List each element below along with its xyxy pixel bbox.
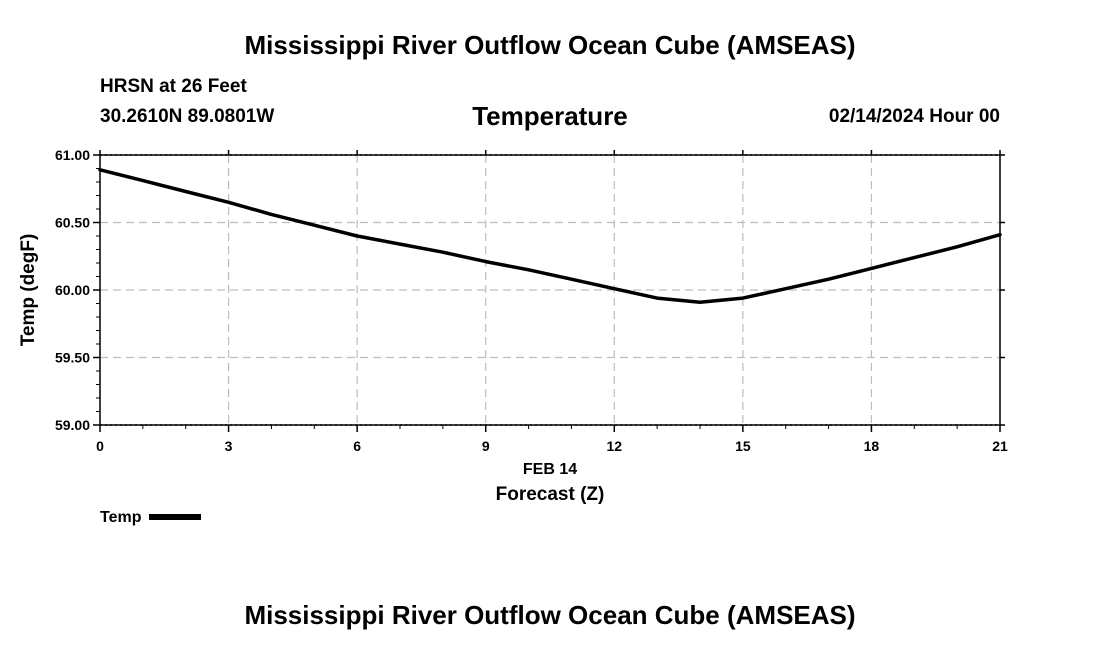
main-title: Mississippi River Outflow Ocean Cube (AM… <box>244 30 856 60</box>
x-tick-label: 15 <box>735 438 751 454</box>
x-tick-label: 12 <box>606 438 622 454</box>
y-tick-label: 61.00 <box>55 147 90 163</box>
x-tick-label: 6 <box>353 438 361 454</box>
x-tick-label: 0 <box>96 438 104 454</box>
series-layer <box>98 168 1002 304</box>
legend: Temp <box>100 509 202 527</box>
y-tick-label: 59.00 <box>55 417 90 433</box>
forecast-datetime: 02/14/2024 Hour 00 <box>828 106 1000 127</box>
plot-frame <box>99 154 1001 426</box>
x-axis-date-label: FEB 14 <box>523 461 577 478</box>
legend-label: Temp <box>100 509 142 526</box>
chart-title: Temperature <box>472 101 628 131</box>
x-tick-label: 9 <box>482 438 490 454</box>
x-axis-label: Forecast (Z) <box>496 484 605 505</box>
y-tick-label: 60.50 <box>55 215 90 231</box>
grid-lines <box>99 154 1001 426</box>
series-line-temp <box>98 168 1002 304</box>
footer-title: Mississippi River Outflow Ocean Cube (AM… <box>244 600 856 630</box>
legend-line-swatch <box>149 513 202 520</box>
x-tick-label: 21 <box>992 438 1008 454</box>
station-coordinates: 30.2610N 89.0801W <box>100 106 275 127</box>
y-tick-label: 59.50 <box>55 350 90 366</box>
axis-ticks <box>93 150 1005 432</box>
y-axis-label: Temp (degF) <box>18 234 39 347</box>
tick-labels: 59.00 59.50 60.00 60.50 61.00 0 3 6 9 12 15 18 21 <box>55 147 1008 454</box>
y-tick-label: 60.00 <box>55 282 90 298</box>
x-tick-label: 18 <box>864 438 880 454</box>
x-tick-label: 3 <box>225 438 233 454</box>
station-label: HRSN at 26 Feet <box>100 76 247 97</box>
